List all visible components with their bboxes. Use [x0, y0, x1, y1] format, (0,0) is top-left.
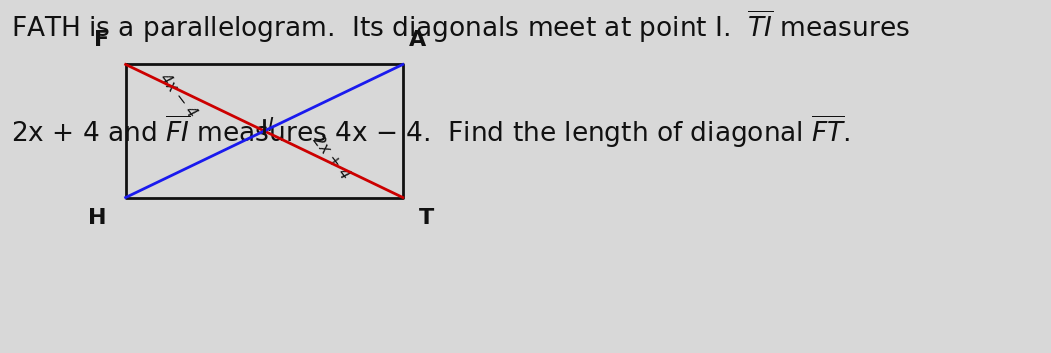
- Text: A: A: [409, 30, 426, 50]
- Text: 4x − 4: 4x − 4: [157, 71, 200, 121]
- Text: 2x + 4: 2x + 4: [310, 132, 352, 182]
- Text: I: I: [267, 116, 273, 135]
- Text: FATH is a parallelogram.  Its diagonals meet at point I.  $\overline{TI}$ measur: FATH is a parallelogram. Its diagonals m…: [11, 8, 910, 45]
- Text: F: F: [95, 30, 109, 50]
- Text: T: T: [419, 208, 434, 228]
- Text: 2x + 4 and $\overline{FI}$ measures 4x $-$ 4.  Find the length of diagonal $\ove: 2x + 4 and $\overline{FI}$ measures 4x $…: [11, 113, 850, 150]
- Text: H: H: [87, 208, 106, 228]
